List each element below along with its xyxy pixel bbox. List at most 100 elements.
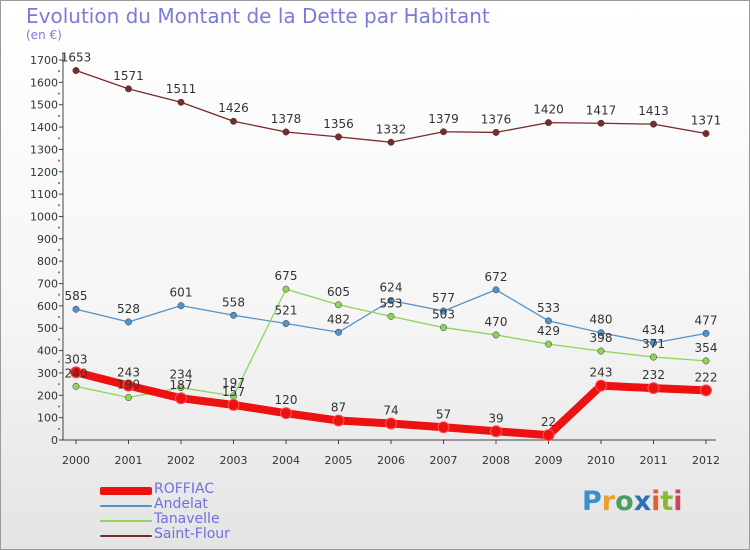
data-point-roffiac [490,425,502,438]
unit-label: (en €) [26,28,62,42]
x-tick-label: 2001 [115,454,143,467]
data-point-andelat [387,297,395,304]
data-point-andelat [72,305,80,313]
data-label: 232 [642,368,665,382]
legend-item: Saint-Flour [100,526,300,543]
y-minor-tick [58,293,60,296]
x-tick-label: 2003 [220,454,248,467]
y-tick-label: 1100 [30,188,58,201]
data-label: 234 [170,368,193,382]
data-label: 577 [432,291,455,305]
data-label: 190 [117,378,140,392]
data-label: 1356 [323,117,354,131]
legend-swatch [100,505,152,507]
data-label: 528 [117,302,140,316]
data-label: 1378 [271,112,302,126]
data-label: 675 [275,269,298,283]
data-label: 1653 [61,51,92,65]
data-point-saint-flour [72,67,80,74]
data-point-tanavelle [545,340,552,348]
x-tick-label: 2008 [482,454,510,467]
data-label: 1426 [218,101,249,115]
data-point-saint-flour [492,128,500,136]
legend-swatch [100,535,152,537]
y-tick-label: 900 [37,233,58,246]
y-minor-tick [58,427,60,430]
y-tick-label: 100 [37,412,58,425]
x-tick-label: 2011 [640,454,668,467]
y-minor-tick [58,114,60,117]
data-label: 477 [695,313,718,327]
data-point-tanavelle [492,331,500,339]
data-point-andelat [335,328,342,336]
data-label: 22 [541,415,556,429]
data-point-roffiac [332,414,345,427]
data-label: 240 [65,366,88,380]
y-tick-label: 400 [37,345,58,358]
data-point-andelat [177,302,185,310]
legend-label: Andelat [154,496,208,512]
x-tick-label: 2006 [377,454,405,467]
legend-swatch [100,487,152,495]
legend-label: ROFFIAC [154,481,215,497]
x-tick-label: 2000 [62,454,90,467]
data-point-saint-flour [440,128,447,136]
data-label: 222 [695,370,718,384]
y-minor-tick [58,181,60,184]
data-label: 57 [436,407,451,421]
data-point-tanavelle [650,353,657,361]
data-label: 398 [590,331,613,345]
legend-item: Andelat [100,496,300,513]
legend-label: Saint-Flour [154,526,230,542]
y-minor-tick [58,137,60,140]
y-minor-tick [58,159,60,162]
y-tick-label: 1200 [30,166,58,179]
data-point-andelat [492,286,500,294]
x-tick-label: 2002 [167,454,195,467]
y-minor-tick [58,405,60,408]
data-label: 197 [222,376,245,390]
data-label: 1332 [376,122,407,136]
data-label: 1417 [586,103,617,117]
proxiti-logo: Proxiti [582,486,683,517]
data-point-andelat [597,329,605,337]
data-point-tanavelle [72,382,80,390]
data-point-saint-flour [597,119,605,127]
legend-label: Tanavelle [154,511,220,527]
data-label: 521 [275,304,298,318]
data-point-saint-flour [545,119,552,127]
y-tick-label: 700 [37,278,58,291]
data-point-roffiac [437,421,450,434]
data-label: 1413 [638,104,669,118]
data-point-tanavelle [702,357,710,365]
data-point-tanavelle [597,347,605,355]
data-label: 354 [695,341,718,355]
y-tick-label: 0 [51,434,58,447]
data-label: 1571 [113,69,144,83]
y-tick-label: 800 [37,255,58,268]
data-label: 1511 [166,82,197,96]
data-label: 1371 [691,114,722,128]
y-minor-tick [58,271,60,274]
data-point-saint-flour [650,120,657,128]
y-tick-label: 1500 [30,99,58,112]
data-label: 371 [642,337,665,351]
data-point-saint-flour [125,85,132,93]
data-point-tanavelle [282,285,290,293]
data-point-roffiac [647,382,660,395]
data-label: 157 [222,385,245,399]
y-minor-tick [58,338,60,341]
y-minor-tick [58,204,60,207]
data-point-roffiac [70,366,82,379]
data-label: 187 [170,378,193,392]
data-label: 480 [590,313,613,327]
data-label: 243 [117,366,140,380]
data-point-tanavelle [335,301,342,309]
chart-legend: ROFFIAC Andelat Tanavelle Saint-Flour [100,481,300,543]
data-label: 558 [222,295,245,309]
data-label: 1420 [533,103,564,117]
y-tick-label: 1400 [30,121,58,134]
y-minor-tick [58,360,60,363]
